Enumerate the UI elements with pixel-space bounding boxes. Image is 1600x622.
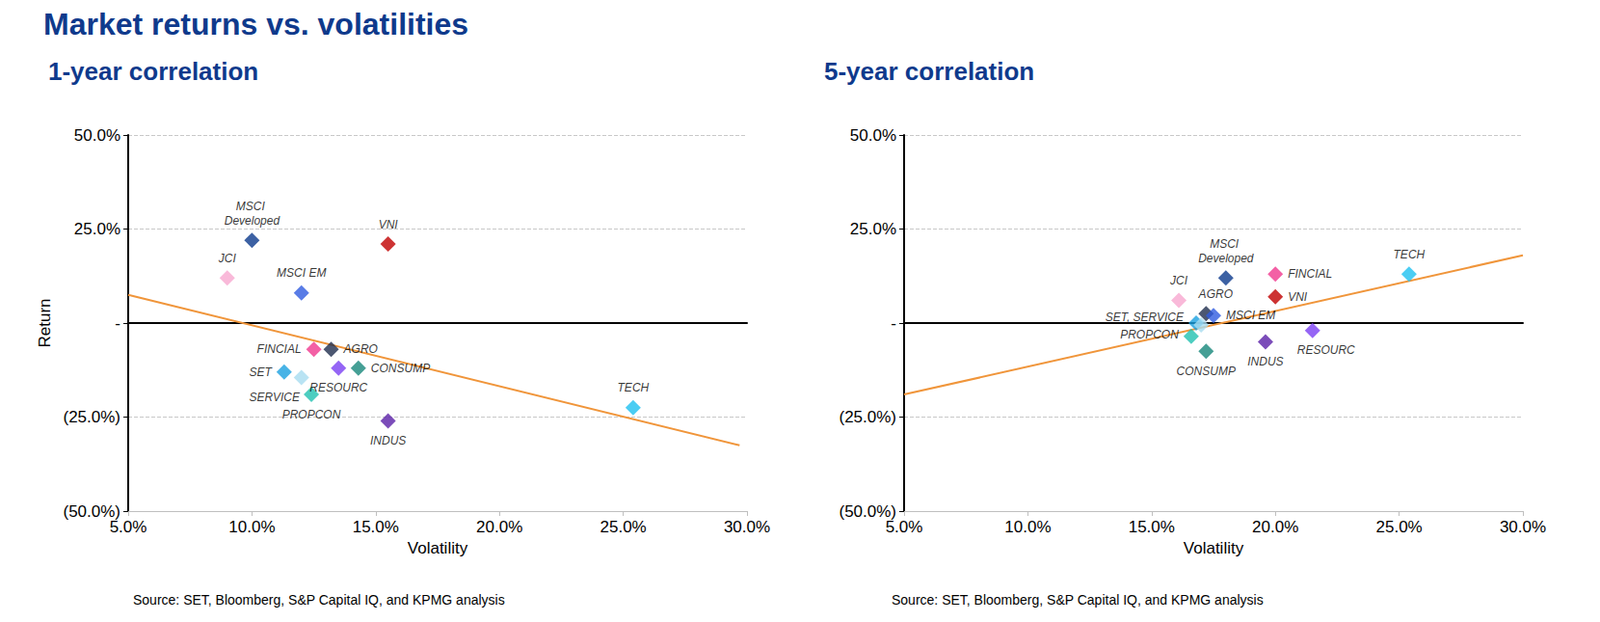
svg-text:Source: SET, Bloomberg, S&P Ca: Source: SET, Bloomberg, S&P Capital IQ, … [133, 591, 506, 608]
svg-text:CONSUMP: CONSUMP [371, 361, 430, 375]
svg-text:TECH: TECH [617, 380, 650, 395]
svg-text:10.0%: 10.0% [1004, 517, 1051, 536]
svg-text:25.0%: 25.0% [599, 517, 646, 536]
svg-text:Volatility: Volatility [407, 538, 469, 558]
svg-text:5.0%: 5.0% [109, 517, 148, 536]
svg-text:FINCIAL: FINCIAL [1287, 266, 1333, 281]
svg-text:MSCI EM: MSCI EM [276, 266, 326, 280]
svg-text:20.0%: 20.0% [476, 517, 523, 536]
svg-text:25.0%: 25.0% [1375, 517, 1422, 536]
svg-text:Return: Return [35, 297, 54, 347]
svg-text:20.0%: 20.0% [1252, 517, 1299, 536]
svg-text:Market returns vs. volatilitie: Market returns vs. volatilities [43, 6, 469, 42]
svg-text:-: - [114, 314, 121, 333]
svg-text:(25.0%): (25.0%) [62, 407, 121, 427]
svg-text:VNI: VNI [1287, 290, 1308, 304]
svg-text:25.0%: 25.0% [850, 219, 897, 239]
svg-text:Source: SET, Bloomberg, S&P Ca: Source: SET, Bloomberg, S&P Capital IQ, … [891, 591, 1264, 608]
svg-text:5-year correlation: 5-year correlation [824, 56, 1035, 86]
svg-text:MSCI: MSCI [236, 199, 268, 214]
svg-text:INDUS: INDUS [370, 433, 406, 448]
svg-text:SET, SERVICE: SET, SERVICE [1105, 310, 1185, 324]
svg-text:50.0%: 50.0% [74, 126, 121, 145]
svg-text:FINCIAL: FINCIAL [257, 342, 302, 356]
svg-text:50.0%: 50.0% [850, 126, 897, 145]
svg-text:MSCI: MSCI [1209, 237, 1242, 251]
svg-text:TECH: TECH [1393, 247, 1426, 262]
svg-text:CONSUMP: CONSUMP [1176, 364, 1236, 378]
svg-text:(50.0%): (50.0%) [63, 501, 121, 520]
svg-text:JCI: JCI [1169, 273, 1189, 288]
svg-text:RESOURC: RESOURC [1297, 343, 1356, 357]
svg-text:(50.0%): (50.0%) [839, 501, 897, 520]
svg-text:25.0%: 25.0% [74, 219, 121, 239]
svg-text:5.0%: 5.0% [885, 517, 924, 536]
svg-text:-: - [890, 314, 897, 333]
svg-text:SET: SET [248, 365, 273, 379]
svg-text:30.0%: 30.0% [1499, 517, 1547, 536]
svg-text:MSCI EM: MSCI EM [1226, 308, 1276, 322]
svg-text:AGRO: AGRO [1198, 287, 1233, 301]
svg-text:1-year correlation: 1-year correlation [48, 56, 259, 86]
svg-text:10.0%: 10.0% [228, 517, 275, 536]
svg-text:AGRO: AGRO [343, 342, 378, 356]
svg-text:SERVICE: SERVICE [249, 390, 301, 404]
svg-text:PROPCON: PROPCON [282, 407, 342, 422]
svg-text:VNI: VNI [378, 217, 400, 232]
svg-text:Developed: Developed [1198, 251, 1254, 266]
svg-text:15.0%: 15.0% [1128, 517, 1175, 536]
svg-text:RESOURC: RESOURC [309, 380, 368, 395]
svg-text:30.0%: 30.0% [723, 517, 771, 536]
svg-text:JCI: JCI [217, 251, 238, 266]
svg-text:PROPCON: PROPCON [1120, 327, 1179, 342]
svg-text:(25.0%): (25.0%) [838, 407, 897, 427]
svg-text:Volatility: Volatility [1183, 538, 1245, 558]
svg-text:15.0%: 15.0% [352, 517, 400, 536]
svg-text:Developed: Developed [224, 213, 281, 228]
svg-text:INDUS: INDUS [1247, 354, 1283, 369]
